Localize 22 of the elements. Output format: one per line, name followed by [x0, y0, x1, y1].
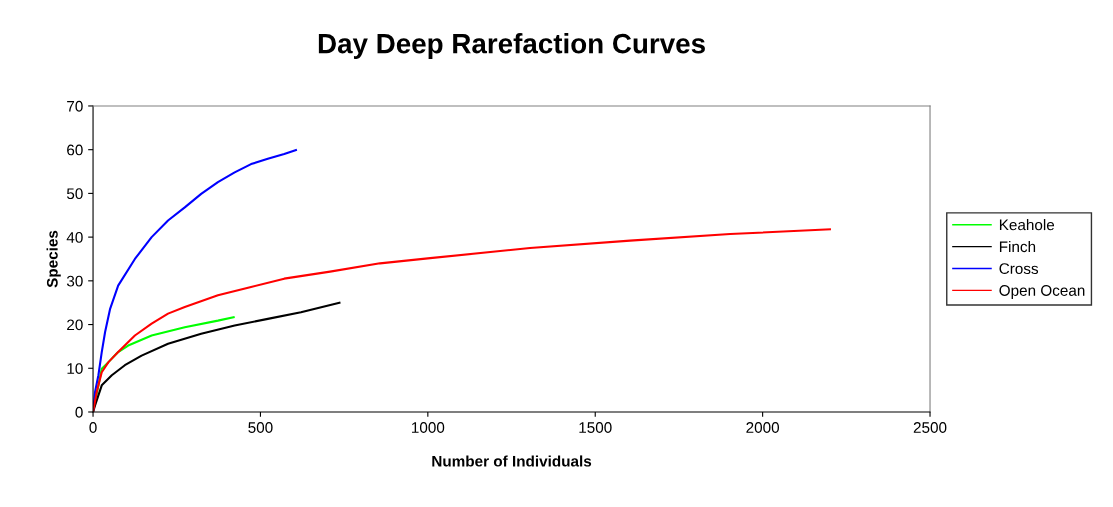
x-axis-title: Number of Individuals	[432, 455, 592, 467]
legend-label: Keahole	[999, 219, 1055, 231]
y-tick-label: 70	[67, 100, 83, 112]
y-tick-label: 20	[67, 319, 83, 331]
legend-label: Cross	[999, 263, 1039, 275]
legend-label: Open Ocean	[999, 285, 1085, 299]
legend-label: Finch	[999, 240, 1036, 253]
x-tick-label: 0	[89, 422, 97, 433]
y-tick-label: 40	[66, 231, 83, 243]
line-series	[93, 228, 831, 412]
chart-title: Day Deep Rarefaction Curves	[318, 33, 705, 59]
x-tick-label: 500	[248, 422, 273, 433]
x-tick-label: 1000	[412, 422, 445, 433]
x-tick-label: 2000	[746, 422, 780, 433]
x-tick-label: 2500	[913, 422, 947, 433]
y-axis-title: Species	[46, 230, 61, 288]
y-tick-label: 60	[67, 144, 83, 156]
y-tick-label: 10	[67, 363, 83, 374]
y-tick-label: 50	[66, 188, 83, 200]
y-tick-label: 0	[75, 406, 83, 418]
x-tick-label: 1500	[579, 422, 612, 433]
y-tick-label: 30	[66, 275, 83, 287]
